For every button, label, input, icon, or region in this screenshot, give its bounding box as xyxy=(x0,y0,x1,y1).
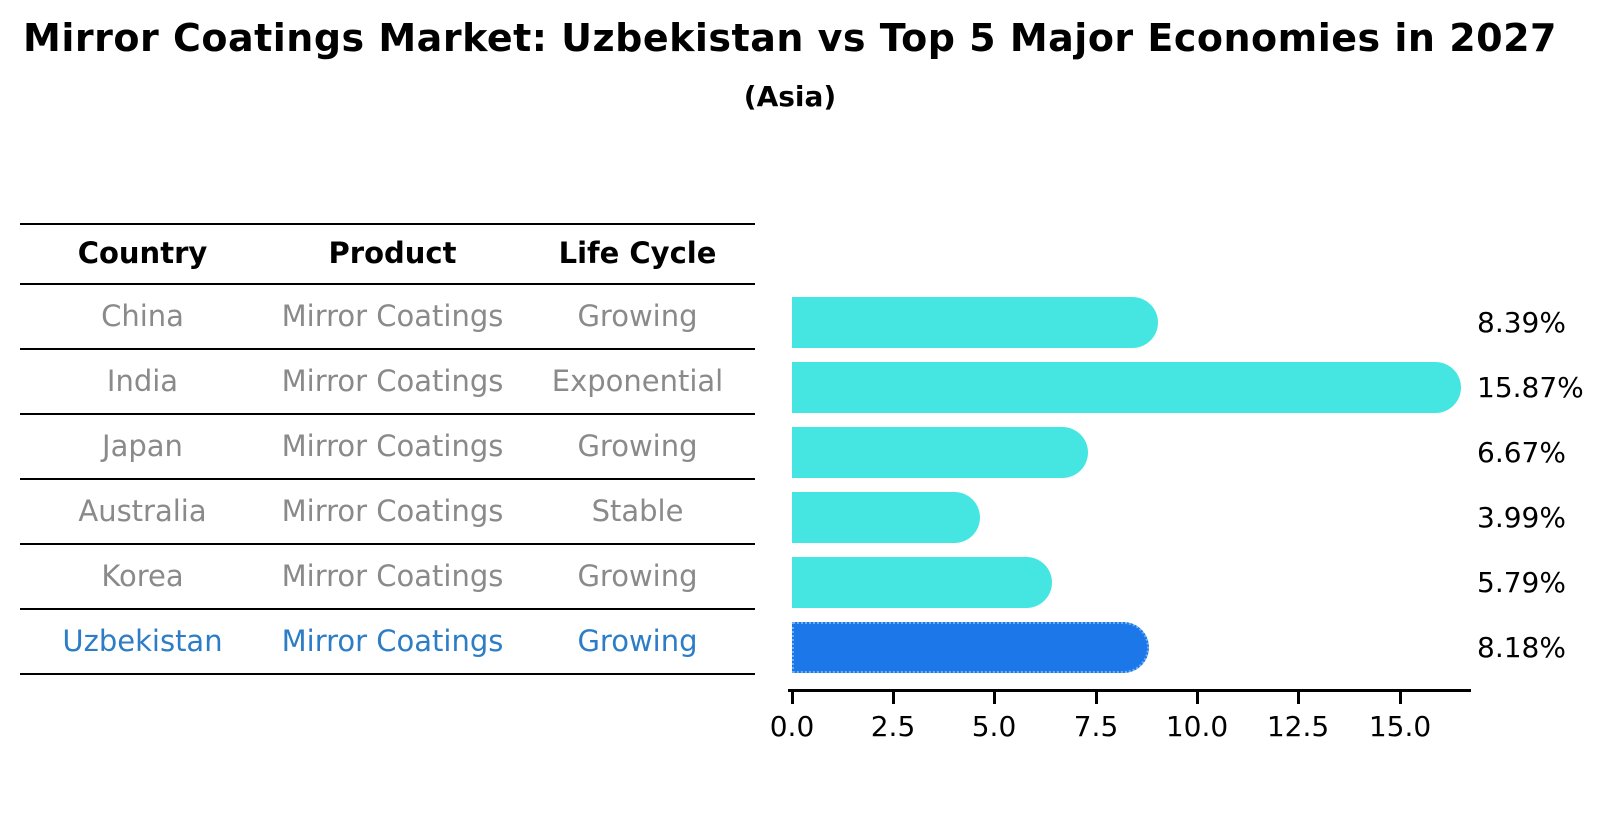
x-axis-tick-label: 15.0 xyxy=(1368,710,1432,743)
bar-value-label: 8.18% xyxy=(1477,631,1566,664)
bar-value-label: 3.99% xyxy=(1477,501,1566,534)
x-axis-tick xyxy=(892,690,895,704)
x-axis-tick xyxy=(1399,690,1402,704)
bar-korea xyxy=(792,557,1052,608)
x-axis-tick xyxy=(1297,690,1300,704)
header-cell-country: Country xyxy=(77,236,208,270)
x-axis-tick xyxy=(791,690,794,704)
page-subtitle: (Asia) xyxy=(743,80,837,113)
x-axis-tick-label: 7.5 xyxy=(1073,710,1119,743)
bar-uzbekistan xyxy=(792,622,1149,673)
cell-country: Uzbekistan xyxy=(62,623,223,658)
bar-value-label: 6.67% xyxy=(1477,436,1566,469)
cell-country: China xyxy=(101,298,184,333)
cell-country: Korea xyxy=(101,558,184,593)
cell-life-cycle: Growing xyxy=(577,558,698,593)
table-row-separator xyxy=(20,348,755,350)
table-row-india: India Mirror Coatings Exponential xyxy=(20,348,755,413)
header-cell-product: Product xyxy=(328,236,457,270)
x-axis-tick-label: 12.5 xyxy=(1266,710,1330,743)
cell-product: Mirror Coatings xyxy=(281,363,504,398)
table-row-uzbekistan: Uzbekistan Mirror Coatings Growing xyxy=(20,608,755,673)
cell-country: Australia xyxy=(78,493,207,528)
bar-value-label: 5.79% xyxy=(1477,566,1566,599)
cell-life-cycle: Growing xyxy=(577,623,698,658)
cell-product: Mirror Coatings xyxy=(281,298,504,333)
table-row-china: China Mirror Coatings Growing xyxy=(20,283,755,348)
x-axis-tick-label: 5.0 xyxy=(971,710,1017,743)
table-row-separator xyxy=(20,413,755,415)
cell-product: Mirror Coatings xyxy=(281,428,504,463)
cell-country: India xyxy=(106,363,179,398)
x-axis-tick-label: 10.0 xyxy=(1165,710,1229,743)
x-axis-tick-label: 0.0 xyxy=(769,710,815,743)
bar-china xyxy=(792,297,1158,348)
x-axis-tick xyxy=(1095,690,1098,704)
table-row-korea: Korea Mirror Coatings Growing xyxy=(20,543,755,608)
cell-product: Mirror Coatings xyxy=(281,493,504,528)
bar-india xyxy=(792,362,1461,413)
cell-life-cycle: Growing xyxy=(577,428,698,463)
table-border-top xyxy=(20,223,755,225)
cell-life-cycle: Growing xyxy=(577,298,698,333)
x-axis-tick xyxy=(1196,690,1199,704)
x-axis-line xyxy=(788,689,1471,692)
cell-product: Mirror Coatings xyxy=(281,623,504,658)
cell-life-cycle: Stable xyxy=(591,493,684,528)
bar-australia xyxy=(792,492,980,543)
table-border-bottom xyxy=(20,673,755,675)
table-row-australia: Australia Mirror Coatings Stable xyxy=(20,478,755,543)
bar-value-label: 8.39% xyxy=(1477,306,1566,339)
cell-country: Japan xyxy=(102,428,183,463)
bar-japan xyxy=(792,427,1088,478)
table-row-separator xyxy=(20,608,755,610)
table-header-row: Country Product Life Cycle xyxy=(20,223,755,283)
cell-product: Mirror Coatings xyxy=(281,558,504,593)
cell-life-cycle: Exponential xyxy=(551,363,724,398)
bar-value-label: 15.87% xyxy=(1477,371,1584,404)
x-axis-tick-label: 2.5 xyxy=(870,710,916,743)
header-cell-life-cycle: Life Cycle xyxy=(558,236,717,270)
x-axis-tick xyxy=(993,690,996,704)
table-row-japan: Japan Mirror Coatings Growing xyxy=(20,413,755,478)
page-title: Mirror Coatings Market: Uzbekistan vs To… xyxy=(23,16,1557,60)
table-row-separator xyxy=(20,543,755,545)
table-row-separator xyxy=(20,478,755,480)
table-header-separator xyxy=(20,283,755,285)
